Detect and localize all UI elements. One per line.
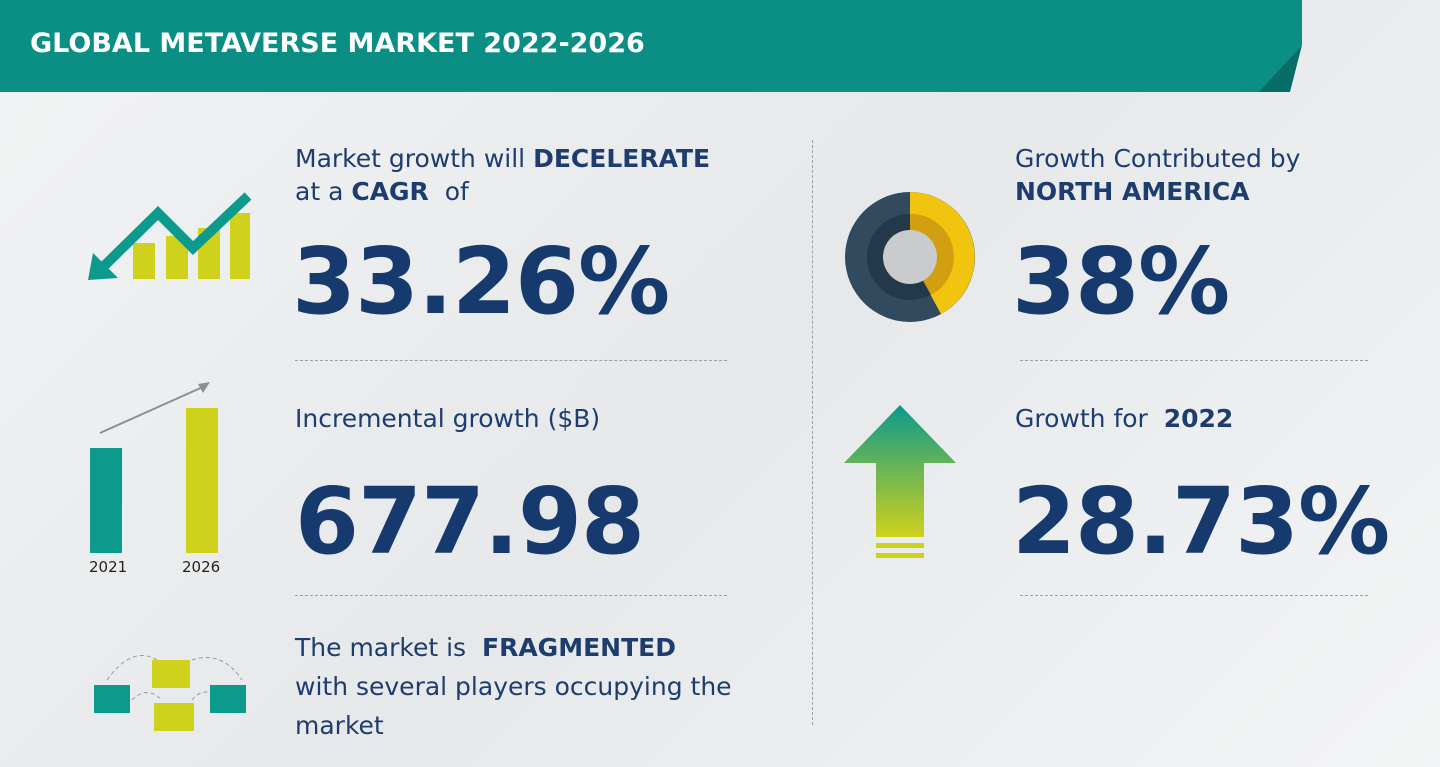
divider xyxy=(1020,360,1368,361)
fragmented-lead: The market is xyxy=(295,633,467,662)
fragmented-status: FRAGMENTED xyxy=(482,633,676,662)
region-text: Growth Contributed by NORTH AMERICA xyxy=(1015,142,1300,208)
cagr-value: 33.26% xyxy=(292,228,670,335)
yoy-label: Growth for xyxy=(1015,404,1148,433)
cagr-prefix: at a xyxy=(295,177,344,206)
region-value: 38% xyxy=(1012,228,1230,335)
region-name: NORTH AMERICA xyxy=(1015,177,1250,206)
trend-icon xyxy=(88,192,252,280)
divider xyxy=(812,140,813,725)
incremental-value: 677.98 xyxy=(295,468,645,575)
buildings-icon xyxy=(94,655,246,731)
fragmented-text: The market is FRAGMENTED with several pl… xyxy=(295,628,765,745)
incremental-label: Incremental growth ($B) xyxy=(295,404,601,433)
divider xyxy=(295,595,727,596)
arrow-icon xyxy=(844,405,956,558)
yoy-year: 2022 xyxy=(1163,404,1234,433)
header-banner xyxy=(0,0,1302,92)
yoy-value: 28.73% xyxy=(1012,468,1390,575)
divider xyxy=(1020,595,1368,596)
cagr-text: Market growth will DECELERATE at a CAGR … xyxy=(295,142,710,208)
cagr-suffix: of xyxy=(444,177,469,206)
bars-icon xyxy=(90,382,218,553)
fragmented-detail: with several players occupying the marke… xyxy=(295,672,732,740)
year-label: 2026 xyxy=(182,558,221,576)
divider xyxy=(295,360,727,361)
title: GLOBAL METAVERSE MARKET 2022-2026 xyxy=(30,28,645,59)
year-label: 2021 xyxy=(89,558,128,576)
region-label: Growth Contributed by xyxy=(1015,144,1301,173)
cagr-metric: CAGR xyxy=(351,177,429,206)
cagr-lead: Market growth will xyxy=(295,144,526,173)
yoy-text: Growth for 2022 xyxy=(1015,402,1233,435)
cagr-trend: DECELERATE xyxy=(533,144,711,173)
donut-icon xyxy=(845,192,975,322)
